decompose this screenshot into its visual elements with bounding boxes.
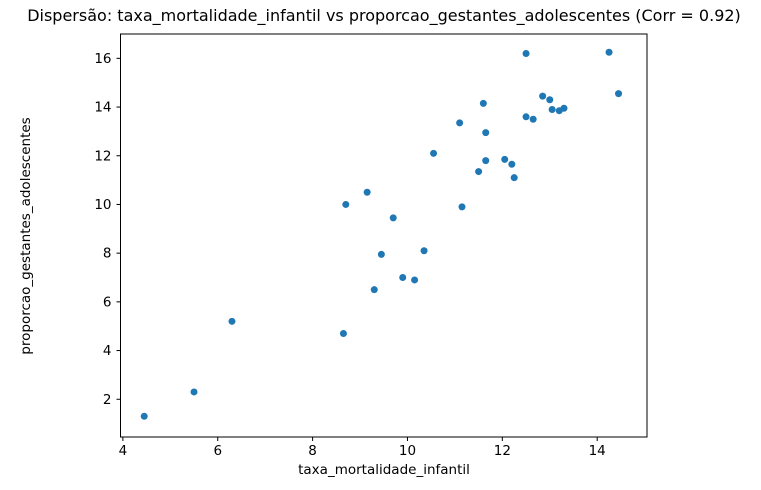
data-point [411,276,419,284]
data-point [456,119,464,127]
data-point [522,113,530,121]
data-point [546,96,554,104]
y-tick-label: 8 [103,246,112,262]
chart-title: Dispersão: taxa_mortalidade_infantil vs … [27,6,741,25]
data-point [482,129,490,137]
data-point [605,48,613,56]
data-point [420,247,428,255]
y-tick-label: 10 [94,197,111,213]
y-tick-label: 14 [94,100,111,116]
y-tick-label: 12 [94,148,111,164]
data-point [140,412,148,420]
x-tick-label: 12 [494,443,511,459]
data-point [548,105,556,113]
data-point [339,330,347,338]
data-point [482,157,490,165]
x-tick-label: 14 [589,443,606,459]
data-point [479,99,487,107]
x-tick-label: 8 [308,443,317,459]
x-tick-label: 10 [399,443,416,459]
data-point [377,250,385,258]
y-tick-label: 2 [103,392,112,408]
data-point [615,90,623,98]
data-point [560,104,568,112]
data-point [501,155,509,163]
data-point [190,388,198,396]
data-point [539,92,547,100]
x-tick-label: 4 [119,443,128,459]
data-point [228,317,236,325]
y-tick-label: 4 [103,343,112,359]
data-point [342,200,350,208]
x-tick-label: 6 [213,443,222,459]
y-axis-label: proporcao_gestantes_adolescentes [18,117,34,355]
x-axis-label: taxa_mortalidade_infantil [298,462,470,478]
y-tick-label: 16 [94,51,111,67]
data-point [389,214,397,222]
data-point [510,174,518,182]
data-point [363,188,371,196]
y-tick-label: 6 [103,294,112,310]
data-point [370,286,378,294]
plot-border [120,33,648,438]
data-point [529,115,537,123]
data-point [430,149,438,157]
data-point [508,160,516,168]
data-point [399,274,407,282]
data-point [458,203,466,211]
data-point [522,49,530,57]
data-point [475,168,483,176]
